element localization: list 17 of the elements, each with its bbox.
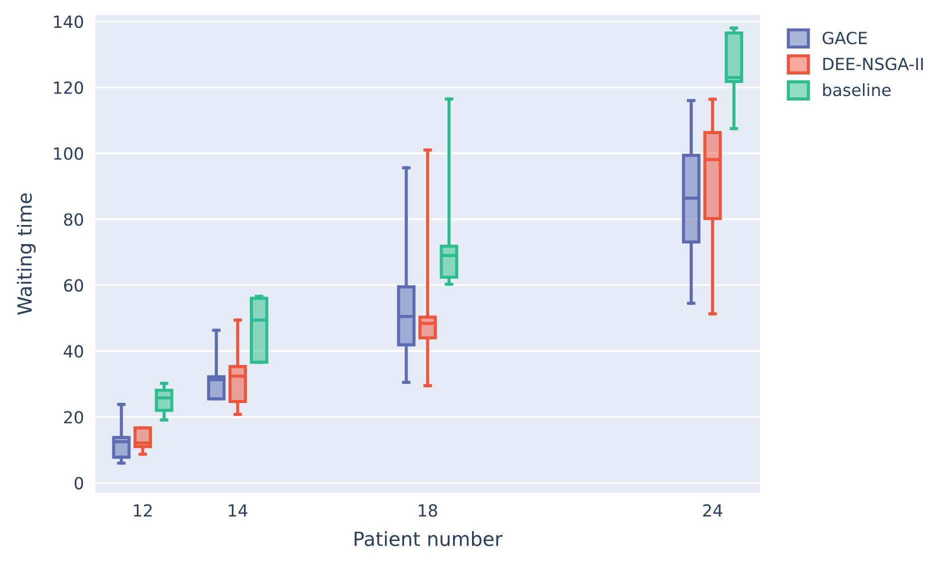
x-tick-label: 14 xyxy=(228,504,248,517)
y-tick-label: 100 xyxy=(54,147,84,160)
legend-label: GACE xyxy=(822,32,867,44)
y-tick-label: 0 xyxy=(74,476,84,490)
x-axis-title: Patient number xyxy=(354,531,503,546)
y-tick-label: 40 xyxy=(64,345,84,358)
y-tick-label: 20 xyxy=(64,410,84,424)
y-tick-label: 140 xyxy=(54,15,84,28)
legend-label: DEE-NSGA-II xyxy=(823,58,923,70)
x-tick-label: 12 xyxy=(134,504,152,517)
legend-label: baseline xyxy=(823,83,891,96)
x-tick-label: 24 xyxy=(703,504,722,517)
y-tick-label: 60 xyxy=(64,279,84,292)
y-tick-label: 80 xyxy=(64,213,84,226)
x-tick-label: 18 xyxy=(418,504,438,517)
y-tick-label: 120 xyxy=(54,81,84,94)
y-axis-title: Waiting time xyxy=(16,193,36,315)
